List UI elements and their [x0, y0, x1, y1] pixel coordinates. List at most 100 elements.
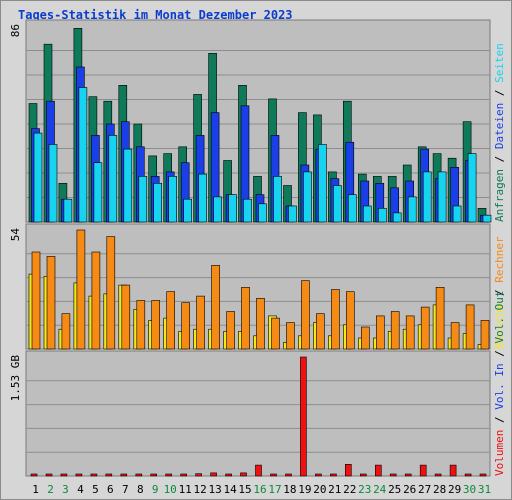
seiten-bar-day-11: [183, 198, 192, 223]
seiten-bar-day-30: [467, 153, 477, 223]
rechner-bar-day-19: [301, 280, 310, 350]
seiten-bar-day-12: [198, 173, 207, 223]
day-label-6: 6: [107, 483, 114, 496]
volumen-bar-day-13: [210, 472, 217, 477]
seiten-bar-day-14: [228, 194, 237, 223]
seiten-bar-day-24: [377, 208, 387, 223]
rechner-bar-day-28: [435, 286, 445, 350]
day-label-29: 29: [448, 483, 461, 496]
right-legend-dateien: Dateien: [493, 103, 506, 149]
right-legend-separator: /: [493, 410, 506, 430]
rechner-bar-day-29: [450, 322, 460, 350]
volumen-bar-day-6: [105, 473, 113, 477]
volumen-bar-day-25: [389, 473, 397, 477]
right-legend-separator: /: [493, 83, 506, 103]
volumen-bar-day-22: [344, 463, 352, 477]
rechner-bar-day-4: [76, 229, 86, 350]
rechner-bar-day-14: [226, 311, 235, 350]
rechner-bar-day-31: [480, 320, 490, 350]
volumen-bar-day-16: [255, 464, 262, 477]
seiten-bar-day-8: [138, 176, 148, 223]
day-label-31: 31: [478, 483, 491, 496]
day-label-16: 16: [253, 483, 266, 496]
volumen-bar-day-9: [150, 473, 157, 477]
right-legend-separator: /: [493, 283, 506, 303]
seiten-bar-day-17: [273, 176, 282, 223]
volumen-bar-day-10: [165, 473, 172, 477]
day-label-5: 5: [92, 483, 99, 496]
chart-title: Tages-Statistik im Monat Dezember 2023: [18, 8, 293, 22]
day-label-27: 27: [418, 483, 431, 496]
volumen-bar-day-20: [315, 473, 322, 477]
seiten-bar-day-18: [288, 205, 297, 223]
right-legend-anfragen: Anfragen: [493, 169, 506, 222]
rechner-bar-day-25: [390, 311, 400, 350]
seiten-bar-day-29: [452, 205, 462, 223]
seiten-bar-day-16: [258, 203, 267, 223]
volumen-bar-day-15: [240, 472, 247, 477]
right-legend-besuche: Besuche: [493, 303, 506, 349]
seiten-bar-day-20: [318, 144, 327, 223]
right-legend-group-1: Anfragen / Dateien / Seiten: [493, 43, 506, 222]
rechner-bar-day-17: [271, 317, 280, 350]
day-label-30: 30: [463, 483, 476, 496]
day-label-28: 28: [433, 483, 446, 496]
day-label-18: 18: [283, 483, 296, 496]
seiten-bar-day-9: [153, 183, 162, 223]
day-label-7: 7: [122, 483, 129, 496]
volumen-bar-day-31: [479, 473, 487, 477]
seiten-bar-day-7: [123, 148, 133, 223]
rechner-bar-day-23: [360, 326, 370, 350]
seiten-bar-day-23: [362, 205, 372, 223]
day-label-13: 13: [208, 483, 221, 496]
rechner-bar-day-1: [31, 251, 41, 350]
volumen-bar-day-28: [434, 473, 442, 477]
volumen-bar-day-29: [449, 464, 457, 477]
volumen-bar-day-23: [359, 473, 367, 477]
day-label-9: 9: [152, 483, 159, 496]
volumen-bar-day-19: [300, 356, 307, 477]
rechner-bar-day-26: [405, 315, 415, 350]
rechner-bar-day-10: [166, 291, 175, 350]
right-legend-separator: /: [493, 149, 506, 169]
seiten-bar-day-2: [48, 144, 58, 223]
volumen-bar-day-2: [45, 473, 53, 477]
right-legend-vol-out: Vol. Out: [493, 291, 506, 344]
day-label-25: 25: [388, 483, 401, 496]
day-label-19: 19: [298, 483, 311, 496]
rechner-bar-day-2: [46, 256, 56, 350]
volumen-bar-day-21: [330, 473, 337, 477]
seiten-bar-day-31: [482, 214, 492, 223]
seiten-bar-day-27: [422, 171, 432, 223]
rechner-bar-day-21: [331, 289, 340, 350]
volumen-bar-day-5: [90, 473, 98, 477]
panel-3-ytick-label: 1.53 GB: [9, 355, 22, 402]
seiten-bar-day-5: [93, 162, 103, 223]
rechner-bar-day-9: [151, 300, 160, 350]
right-legend-separator: /: [493, 344, 506, 364]
volumen-bar-day-17: [270, 473, 277, 477]
seiten-bar-day-28: [437, 171, 447, 223]
seiten-bar-day-13: [213, 196, 222, 223]
seiten-bar-day-10: [168, 176, 177, 223]
day-label-10: 10: [164, 483, 177, 496]
day-label-4: 4: [77, 483, 84, 496]
rechner-bar-day-24: [375, 315, 385, 350]
seiten-bar-day-19: [303, 171, 312, 223]
volumen-bar-day-12: [195, 473, 202, 477]
day-label-17: 17: [268, 483, 281, 496]
day-label-11: 11: [179, 483, 192, 496]
volumen-bar-day-8: [135, 473, 143, 477]
volumen-bar-day-7: [120, 473, 128, 477]
right-legend-seiten: Seiten: [493, 43, 506, 83]
right-legend-rechner: Rechner: [493, 236, 506, 283]
seiten-bar-day-3: [63, 198, 73, 223]
day-label-15: 15: [238, 483, 251, 496]
seiten-bar-day-1: [33, 132, 43, 223]
volumen-bar-day-1: [30, 473, 38, 477]
right-legend-group-2: Besuche / Rechner: [493, 236, 506, 349]
rechner-bar-day-20: [316, 313, 325, 350]
day-label-20: 20: [313, 483, 326, 496]
rechner-bar-day-6: [106, 236, 116, 350]
